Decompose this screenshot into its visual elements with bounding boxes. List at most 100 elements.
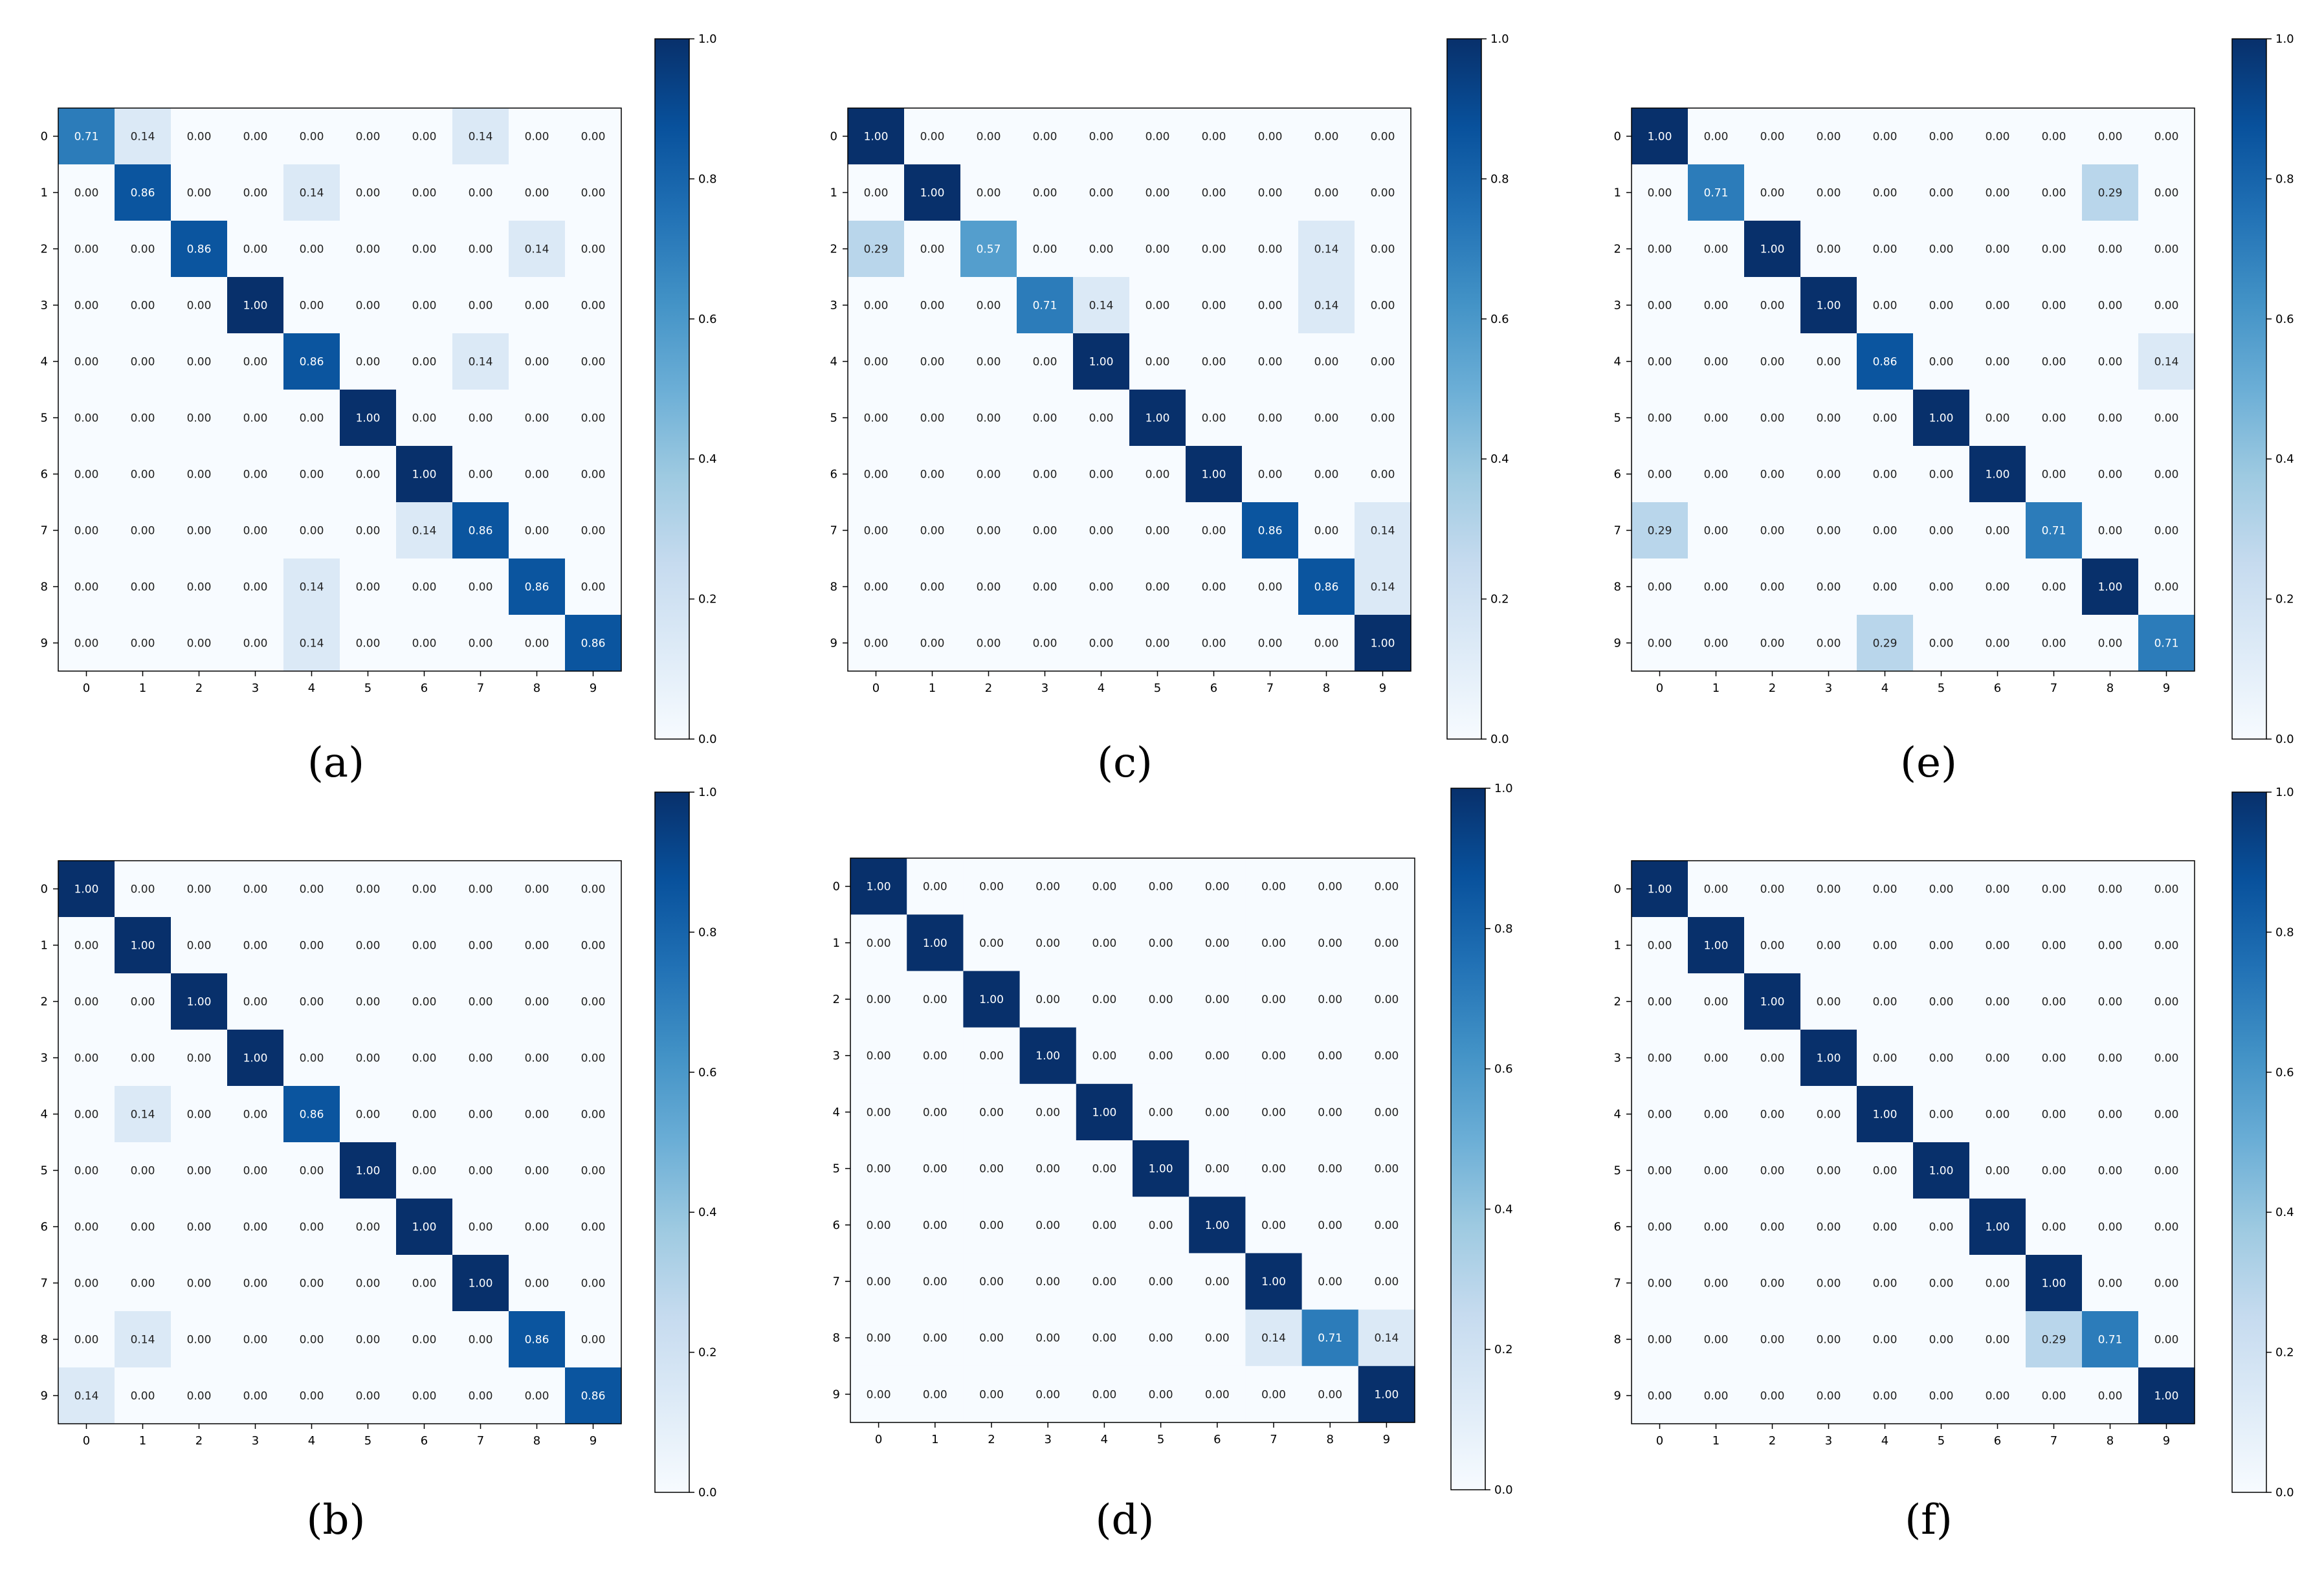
cell-value-label: 0.00	[187, 300, 212, 313]
cell-value-label: 0.00	[2098, 940, 2123, 953]
heatmap-cell	[340, 446, 397, 503]
confusion-matrix-4: 1.00 0.00 0.00 0.00 0.00 0.00 0.00 0.00 0.00 0.00…	[1614, 32, 2294, 787]
heatmap-cell	[2082, 1030, 2139, 1087]
cell-value-label: 0.00	[1092, 1050, 1116, 1063]
cell-value-label: 0.00	[525, 131, 549, 144]
cell-value-label: 0.00	[1929, 1221, 1954, 1234]
cell-value-label: 0.00	[1760, 883, 1785, 896]
cell-value-label: 0.00	[1648, 300, 1672, 313]
heatmap-cell	[2082, 390, 2139, 447]
cell-value-label: 1.00	[1374, 1388, 1399, 1401]
y-tick-label: 7	[1614, 524, 1621, 538]
cell-value-label: 0.00	[923, 1332, 947, 1345]
cell-value-label: 0.00	[979, 1276, 1004, 1288]
heatmap-cell	[1913, 558, 1970, 615]
y-tick-label: 6	[830, 468, 837, 481]
heatmap-cell	[1744, 108, 1801, 165]
cell-value-label: 0.00	[1873, 1334, 1898, 1347]
heatmap-cell	[1913, 390, 1970, 447]
cell-value-label: 0.00	[979, 1163, 1004, 1176]
cell-value-label: 0.00	[1760, 637, 1785, 650]
cell-value-label: 0.00	[1760, 131, 1785, 144]
cell-value-label: 0.00	[300, 131, 324, 144]
heatmap-cell	[509, 558, 566, 615]
heatmap-cell	[565, 221, 622, 278]
heatmap-cell	[1857, 1255, 1914, 1312]
cell-value-label: 0.00	[1760, 525, 1785, 538]
heatmap-cell	[283, 108, 340, 165]
heatmap-cell	[963, 1140, 1021, 1197]
cell-value-label: 0.14	[525, 243, 549, 256]
heatmap-cell	[2138, 1030, 2195, 1087]
cell-value-label: 0.00	[867, 1332, 891, 1345]
heatmap-cell	[2082, 1086, 2139, 1143]
heatmap-cell	[1744, 558, 1801, 615]
x-tick-label: 1	[1712, 681, 1720, 695]
heatmap-cell	[396, 108, 453, 165]
heatmap-cell	[396, 1255, 453, 1312]
cell-value-label: 0.00	[867, 1163, 891, 1176]
heatmap-cell	[171, 1367, 228, 1424]
cell-value-label: 0.00	[1035, 993, 1060, 1006]
heatmap-cell	[1355, 446, 1411, 503]
cell-value-label: 0.00	[1318, 1388, 1342, 1401]
cell-value-label: 0.00	[979, 1332, 1004, 1345]
heatmap-cell	[850, 1140, 907, 1197]
cell-value-label: 0.00	[525, 1390, 549, 1403]
heatmap-cell	[1186, 333, 1243, 390]
cell-value-label: 0.00	[1261, 1219, 1286, 1232]
heatmap-cell	[227, 615, 284, 672]
heatmap-cell	[340, 1142, 397, 1199]
heatmap-cell	[2026, 861, 2083, 918]
x-tick-label: 6	[1994, 681, 2001, 695]
heatmap-cell	[1632, 1199, 1688, 1255]
cell-value-label: 0.00	[1873, 525, 1898, 538]
heatmap-cell	[396, 1142, 453, 1199]
cell-value-label: 0.00	[1817, 996, 1841, 1009]
cell-value-label: 0.00	[581, 412, 606, 425]
x-tick-label: 8	[533, 1434, 540, 1448]
cell-value-label: 0.00	[1873, 996, 1898, 1009]
heatmap-cell	[1632, 1311, 1688, 1368]
heatmap-cell	[452, 446, 509, 503]
heatmap-cell	[283, 390, 340, 447]
cell-value-label: 0.00	[74, 581, 99, 594]
y-tick-label: 2	[1614, 243, 1621, 256]
cell-value-label: 1.00	[412, 1221, 437, 1234]
cell-value-label: 0.00	[412, 131, 437, 144]
cell-value-label: 0.00	[525, 637, 549, 650]
heatmap-cell	[1800, 1255, 1857, 1312]
x-tick-label: 2	[195, 681, 203, 695]
heatmap-cell	[1632, 1142, 1688, 1199]
cell-value-label: 0.00	[1648, 187, 1672, 200]
cell-value-label: 0.00	[867, 937, 891, 950]
heatmap-cell	[1857, 502, 1914, 559]
heatmap-cell	[1632, 615, 1688, 672]
cell-value-label: 0.00	[131, 469, 155, 481]
cell-value-label: 0.00	[1817, 131, 1841, 144]
cell-value-label: 0.00	[2042, 412, 2066, 425]
heatmap-cell	[1133, 1253, 1190, 1310]
heatmap-cell	[115, 390, 172, 447]
cell-value-label: 0.00	[1149, 1106, 1173, 1119]
cell-value-label: 0.00	[356, 187, 381, 200]
heatmap-cell	[115, 164, 172, 221]
heatmap-cell	[1688, 1255, 1745, 1312]
heatmap-cell	[1019, 914, 1077, 971]
heatmap-cell	[1129, 558, 1186, 615]
cell-value-label: 0.00	[2098, 1221, 2123, 1234]
y-tick-label: 8	[833, 1331, 840, 1345]
x-tick-label: 1	[929, 681, 936, 695]
heatmap-cell	[1857, 917, 1914, 974]
heatmap-cell	[1969, 615, 2026, 672]
heatmap-cell	[1969, 1086, 2026, 1143]
heatmap-cell	[2026, 558, 2083, 615]
cell-value-label: 0.00	[412, 637, 437, 650]
y-tick-label: 7	[41, 524, 48, 538]
heatmap-cell	[452, 615, 509, 672]
heatmap-cell	[848, 221, 905, 278]
y-tick-label: 1	[41, 939, 48, 953]
cell-value-label: 1.00	[131, 940, 155, 953]
heatmap-cell	[115, 1142, 172, 1199]
cell-value-label: 0.00	[1374, 993, 1399, 1006]
